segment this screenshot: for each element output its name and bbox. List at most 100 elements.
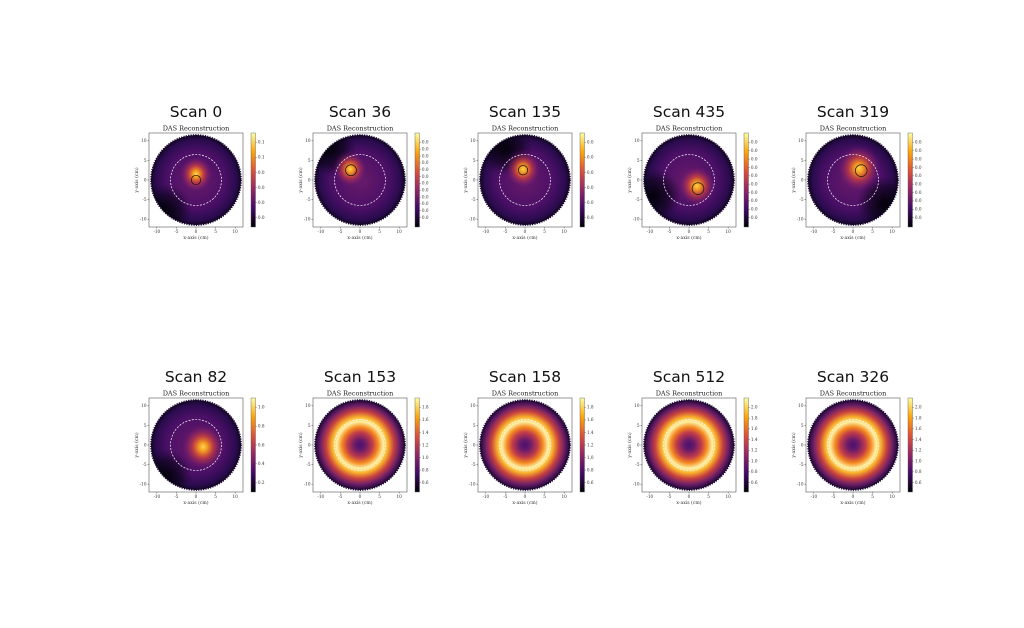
x-tick-label: 0 — [359, 229, 362, 234]
target-marker — [854, 164, 868, 177]
x-tick-label: 5 — [707, 229, 710, 234]
x-tick-label: -5 — [174, 229, 178, 234]
x-tick-label: 0 — [688, 494, 691, 499]
x-tick-label: 10 — [561, 494, 567, 499]
scan-title: Scan 135 — [489, 103, 561, 121]
x-tick-label: -5 — [174, 494, 178, 499]
panel-title: DAS Reconstruction — [656, 125, 723, 133]
x-tick-label: 10 — [889, 229, 895, 234]
colorbar-tick-label: 1.4 — [751, 437, 758, 442]
dashed-reference-ring — [170, 419, 222, 471]
panel-title: DAS Reconstruction — [492, 125, 559, 133]
colorbar — [250, 397, 256, 493]
colorbar-tick-label: 0.1 — [258, 140, 265, 145]
y-tick-label: 10 — [634, 403, 640, 408]
y-tick-label: -5 — [799, 197, 803, 202]
y-axis-label: y-axis (cm) — [790, 167, 797, 193]
x-tick-label: 5 — [707, 494, 710, 499]
scan-title: Scan 435 — [653, 103, 725, 121]
heatmap-field — [479, 399, 571, 491]
y-tick-label: -10 — [140, 482, 147, 487]
x-axis-label: x-axis (cm) — [676, 499, 701, 506]
colorbar-tick-label: 0.0 — [587, 170, 594, 175]
colorbar-tick-label: 0.0 — [422, 208, 429, 213]
panel-title: DAS Reconstruction — [163, 390, 230, 398]
x-tick-label: 0 — [524, 494, 527, 499]
scan-title: Scan 82 — [165, 368, 227, 386]
target-marker — [517, 165, 529, 176]
y-tick-label: 0 — [473, 442, 476, 447]
colorbar-tick-label: 0.8 — [915, 469, 922, 474]
colorbar-tick-label: 2.0 — [915, 405, 922, 410]
colorbar-tick-label: 0.0 — [422, 201, 429, 206]
x-axis-label: x-axis (cm) — [840, 499, 865, 506]
y-tick-label: 10 — [798, 138, 804, 143]
x-tick-label: -10 — [646, 229, 653, 234]
dashed-reference-ring — [663, 154, 715, 206]
panel-title: DAS Reconstruction — [163, 125, 230, 133]
y-axis-label: y-axis (cm) — [462, 432, 469, 458]
y-tick-label: -5 — [635, 197, 639, 202]
x-tick-label: -5 — [338, 494, 342, 499]
field-edge — [807, 134, 899, 226]
x-axis-label: x-axis (cm) — [347, 234, 372, 241]
panel-title: DAS Reconstruction — [820, 390, 887, 398]
colorbar-tick-label: 0.0 — [422, 140, 429, 145]
x-tick-label: 5 — [871, 229, 874, 234]
subplot-panel: Scan 82 DAS Reconstruction -10 -5 0 5 10 10 5 0 -5… — [133, 368, 265, 506]
subplot-panel: Scan 0 DAS Reconstruction -10 -5 0 5 10 10 5 0 -5 -… — [133, 103, 265, 241]
colorbar-tick-label: 0.6 — [587, 480, 594, 485]
colorbar-tick-label: 1.2 — [751, 448, 758, 453]
colorbar-tick-label: 0.6 — [422, 480, 429, 485]
panel-title: DAS Reconstruction — [656, 390, 723, 398]
target-marker — [691, 182, 705, 195]
colorbar-tick-label: 0.0 — [587, 185, 594, 190]
x-tick-label: 5 — [214, 229, 217, 234]
colorbar-tick-label: 0.0 — [422, 188, 429, 193]
dashed-reference-ring — [499, 154, 551, 206]
subplot-panel: Scan 435 DAS Reconstruction -10 -5 0 5 10 10 5 0 -… — [626, 103, 758, 241]
x-tick-label: 10 — [725, 494, 731, 499]
panel-title: DAS Reconstruction — [327, 390, 394, 398]
y-tick-label: -5 — [799, 462, 803, 467]
y-tick-label: 0 — [801, 177, 804, 182]
x-tick-label: 5 — [543, 229, 546, 234]
dark-region — [643, 168, 682, 224]
x-tick-label: 10 — [889, 494, 895, 499]
x-tick-label: 5 — [871, 494, 874, 499]
y-axis-label: y-axis (cm) — [133, 167, 140, 193]
subplot-panel: Scan 36 DAS Reconstruction -10 -5 0 5 10 10 5 0 -5… — [297, 103, 429, 241]
y-axis-label: y-axis (cm) — [626, 432, 633, 458]
hotspot-blob — [332, 150, 368, 188]
hotspot-blob — [178, 155, 214, 193]
colorbar — [250, 132, 256, 228]
heatmap-field — [643, 134, 735, 226]
heatmap-field — [643, 399, 735, 491]
x-tick-label: 0 — [524, 229, 527, 234]
colorbar-tick-label: 0.0 — [422, 147, 429, 152]
y-axis-label: y-axis (cm) — [297, 167, 304, 193]
colorbar — [743, 132, 749, 228]
field-edge — [150, 399, 242, 491]
colorbar-tick-label: 1.8 — [587, 405, 594, 410]
colorbar — [414, 132, 420, 228]
colorbar-tick-label: 0.0 — [915, 190, 922, 195]
target-marker — [345, 164, 357, 177]
field-edge — [643, 399, 735, 491]
x-tick-label: 5 — [543, 494, 546, 499]
y-tick-label: 0 — [308, 442, 311, 447]
dashed-reference-ring — [499, 419, 551, 471]
colorbar-tick-label: 1.0 — [751, 458, 758, 463]
y-tick-label: -5 — [471, 197, 475, 202]
ring-field — [479, 399, 571, 491]
panel-title: DAS Reconstruction — [492, 390, 559, 398]
colorbar-tick-label: 0.0 — [587, 140, 594, 145]
y-tick-label: -5 — [306, 462, 310, 467]
colorbar-tick-label: 1.0 — [422, 455, 429, 460]
y-tick-label: 0 — [801, 442, 804, 447]
colorbar-tick-label: 0.0 — [915, 207, 922, 212]
x-tick-label: 5 — [378, 229, 381, 234]
x-tick-label: 5 — [214, 494, 217, 499]
scan-title: Scan 36 — [329, 103, 391, 121]
colorbar-tick-label: 1.6 — [915, 426, 922, 431]
